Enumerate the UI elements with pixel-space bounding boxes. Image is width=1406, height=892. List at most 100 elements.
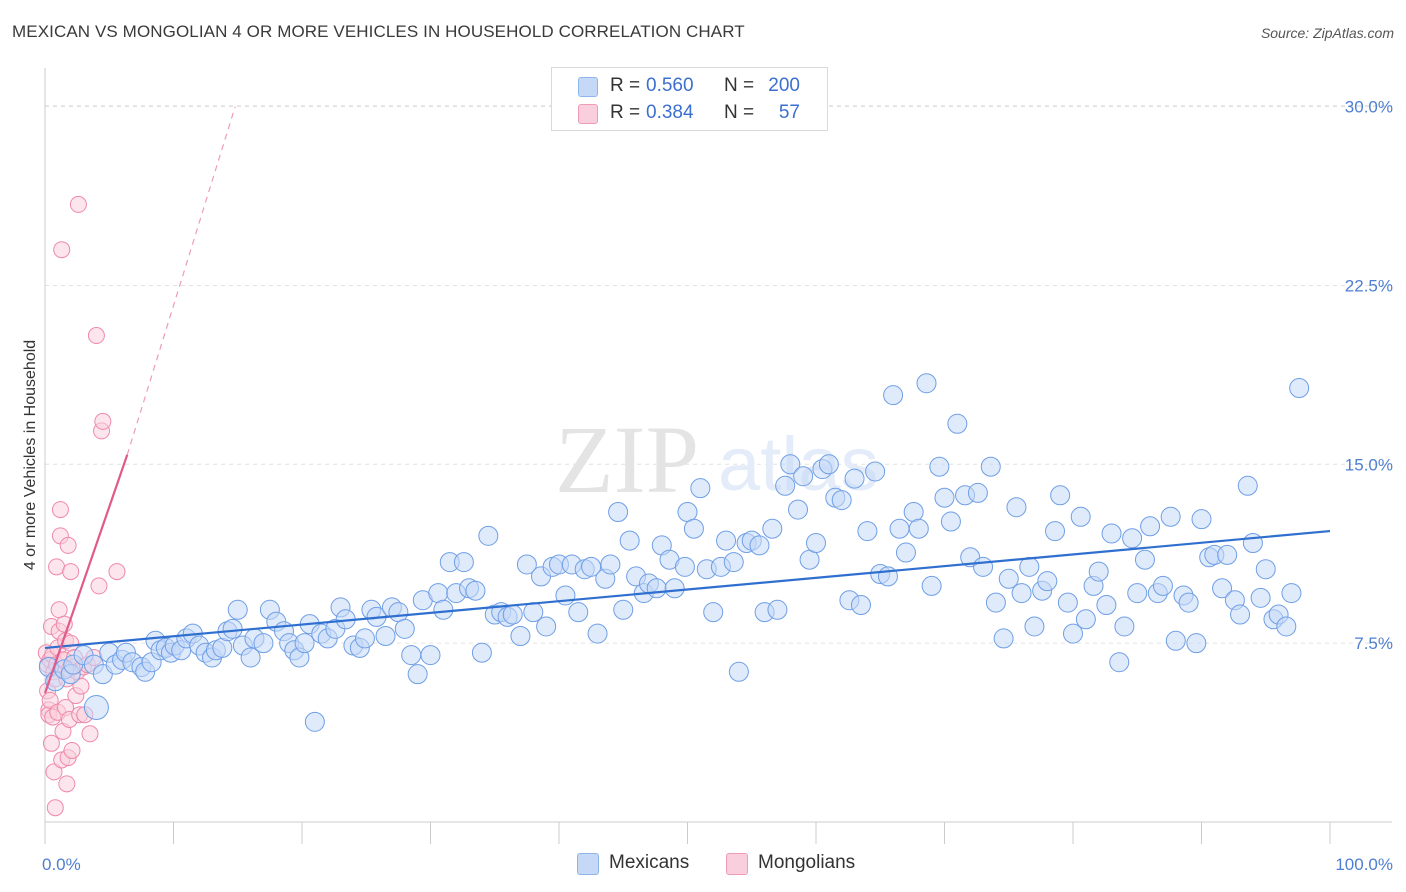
mexican-point [1011, 583, 1032, 604]
mexican-point [1165, 630, 1186, 651]
mexican-point [428, 583, 449, 604]
mexican-point [889, 518, 910, 539]
mexican-point [619, 530, 640, 551]
mexican-point [453, 552, 474, 573]
mongolians-trend-line [43, 454, 129, 694]
mexican-point [1134, 549, 1155, 570]
mongolian-point [42, 734, 60, 752]
mexican-point [354, 628, 375, 649]
mexican-point [947, 413, 968, 434]
mexican-point [536, 616, 557, 637]
y-tick-label: 22.5% [1345, 276, 1393, 295]
mexican-point [227, 599, 248, 620]
mexican-point [1096, 595, 1117, 615]
mexican-point [253, 633, 274, 654]
mexican-point [1088, 561, 1109, 582]
mexican-point [749, 535, 770, 556]
mexican-point [471, 642, 492, 663]
mexican-point [608, 502, 629, 522]
mexican-point [690, 478, 711, 499]
mexican-point [1075, 609, 1096, 630]
mexican-point [1217, 544, 1238, 565]
mexican-point [844, 468, 865, 489]
mexican-point [788, 499, 809, 520]
mexican-point [394, 618, 415, 639]
x-tick-label: 0.0% [42, 855, 81, 874]
mexican-point [1109, 652, 1130, 673]
mexicans-points [38, 373, 1310, 732]
mexican-point [716, 530, 737, 551]
mongolian-point [51, 501, 69, 519]
mexican-point [967, 482, 988, 503]
mongolian-point [58, 775, 76, 793]
mexican-point [775, 475, 796, 496]
r-label: R = [610, 75, 641, 96]
source-label: Source: ZipAtlas.com [1260, 25, 1394, 41]
mongolian-point [50, 601, 68, 619]
mexican-point [502, 604, 523, 625]
mongolian-point [72, 677, 90, 695]
y-tick-label: 15.0% [1345, 455, 1393, 474]
mexican-point [857, 521, 878, 542]
mexican-point [1281, 583, 1302, 604]
mexican-point [916, 373, 937, 394]
mexican-point [1212, 578, 1233, 599]
chart-title: MEXICAN VS MONGOLIAN 4 OR MORE VEHICLES … [12, 22, 745, 41]
mexican-point [465, 580, 486, 601]
mexican-point [728, 661, 749, 682]
mongolian-point [53, 241, 71, 259]
mexican-point [212, 637, 233, 658]
n-value-mongolians: 57 [778, 102, 800, 123]
mexican-point [1255, 559, 1276, 580]
mongolian-point [94, 412, 112, 430]
mexican-point [568, 602, 589, 623]
mexican-point [674, 556, 695, 577]
mexican-point [1242, 533, 1263, 553]
mexican-point [985, 592, 1006, 613]
x-tick-label: 100.0% [1335, 855, 1393, 874]
mongolian-point [63, 741, 81, 759]
mongolians-legend-swatch [726, 853, 748, 875]
y-tick-label: 30.0% [1345, 98, 1393, 117]
mexican-point [388, 602, 409, 623]
mexican-point [980, 456, 1001, 477]
mexican-point [934, 487, 955, 508]
mexican-point [993, 628, 1014, 649]
mexican-point [83, 695, 109, 721]
mongolian-point [81, 725, 99, 743]
mexican-point [998, 568, 1019, 589]
r-label: R = [610, 102, 641, 123]
mexican-point [1191, 509, 1212, 530]
mongolian-point [108, 563, 126, 581]
mexican-point [587, 623, 608, 644]
mexican-point [799, 549, 820, 570]
mexican-point [703, 602, 724, 623]
mexican-point [510, 626, 531, 646]
mexican-point [677, 502, 698, 522]
mexican-point [1237, 475, 1258, 496]
mexican-point [895, 542, 916, 563]
y-axis-label: 4 or more Vehicles in Household [22, 340, 39, 570]
mexican-point [1024, 616, 1045, 637]
mexicans-trend-line [44, 529, 1331, 650]
mexican-point [865, 461, 886, 482]
mongolian-point [41, 691, 59, 709]
mongolian-point [87, 327, 105, 345]
n-value-mexicans: 200 [768, 75, 800, 96]
mexican-point [806, 533, 826, 553]
mongolian-point [48, 558, 66, 576]
mexican-point [793, 466, 814, 487]
mexican-point [940, 511, 961, 532]
mexican-point [1289, 378, 1310, 398]
mongolians-trend-extension [126, 106, 236, 455]
mexican-point [1045, 521, 1066, 542]
mexican-point [1250, 587, 1271, 608]
mongolian-point [69, 195, 87, 213]
mexican-point [600, 554, 621, 575]
mexican-point [420, 645, 441, 666]
mexican-point [723, 552, 744, 573]
tick-labels: 7.5% 15.0% 22.5% 30.0% 0.0% 100.0% [42, 98, 1393, 874]
mexican-point [908, 518, 929, 539]
mexican-point [646, 578, 667, 599]
mexican-point [1276, 616, 1297, 637]
